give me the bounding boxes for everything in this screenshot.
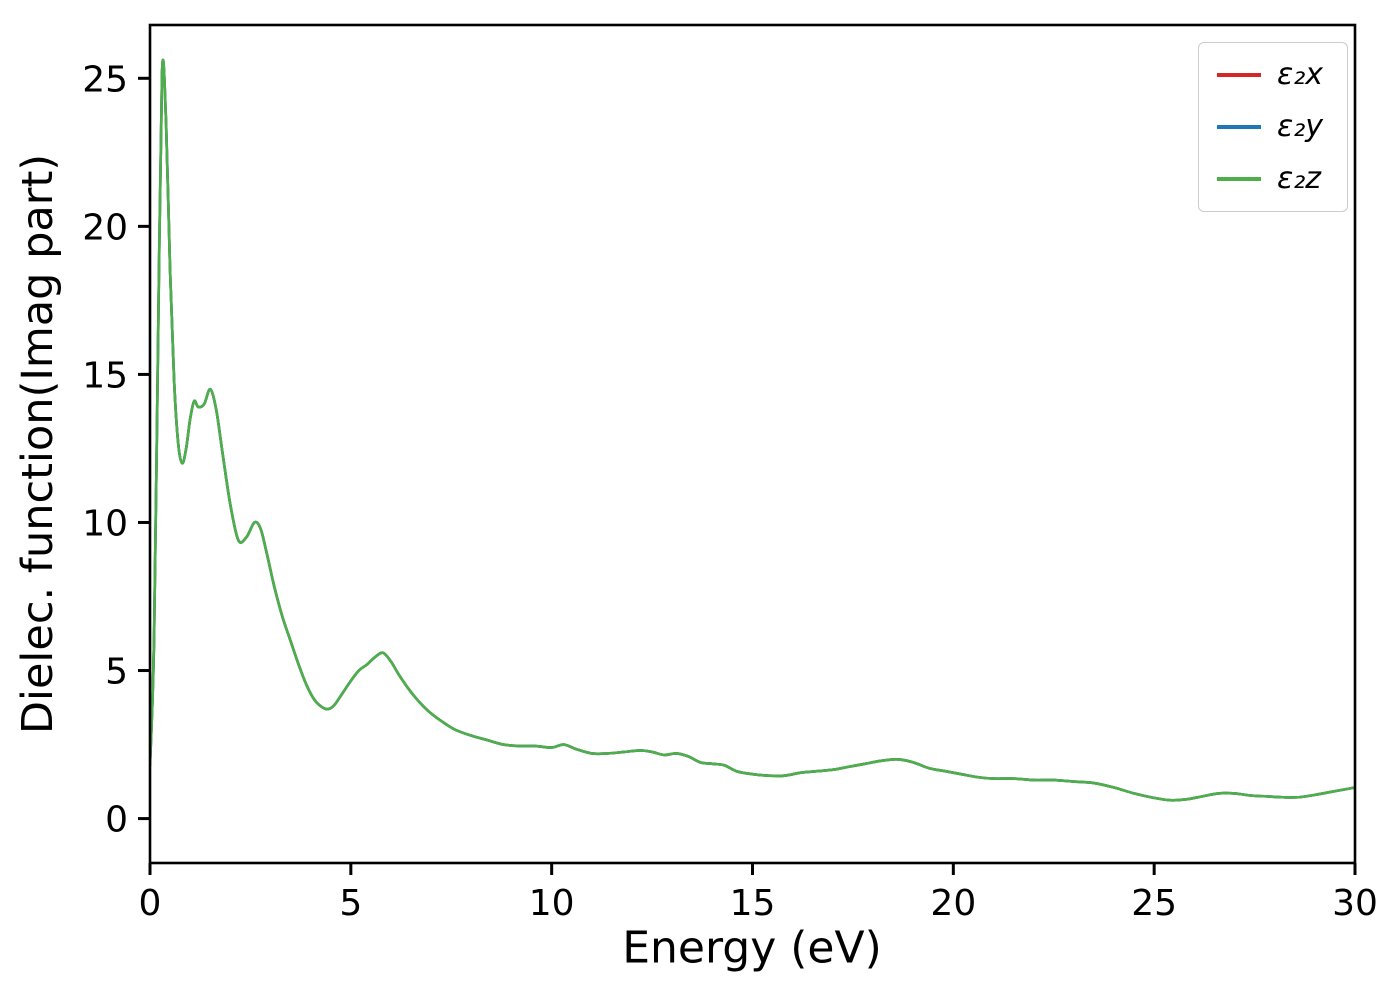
y-tick-label: 5	[105, 652, 128, 693]
legend-entry-e2z: ε₂z	[1217, 161, 1323, 197]
legend: ε₂x ε₂y ε₂z	[1198, 42, 1348, 212]
y-tick-label: 0	[105, 800, 128, 841]
x-tick-label: 15	[730, 883, 776, 924]
x-tick-label: 20	[930, 883, 976, 924]
series-line-0	[150, 58, 1355, 802]
y-tick-label: 25	[82, 59, 128, 100]
series-line-2	[150, 58, 1355, 802]
y-tick-label: 10	[82, 503, 128, 544]
axes-spines	[148, 23, 1357, 865]
x-axis-label: Energy (eV)	[622, 922, 882, 974]
legend-swatch-e2y	[1217, 125, 1261, 129]
y-tick-label: 20	[82, 207, 128, 248]
y-axis-label: Dielec. function(Imag part)	[13, 153, 63, 735]
x-tick-label: 30	[1332, 883, 1378, 924]
x-tick-label: 5	[339, 883, 362, 924]
legend-entry-e2y: ε₂y	[1217, 109, 1323, 145]
legend-swatch-e2z	[1217, 177, 1261, 181]
x-tick-label: 0	[139, 883, 162, 924]
y-tick-label: 15	[82, 355, 128, 396]
legend-entry-e2x: ε₂x	[1217, 57, 1323, 93]
legend-label-e2x: ε₂x	[1277, 57, 1323, 92]
legend-label-e2y: ε₂y	[1277, 109, 1323, 144]
legend-swatch-e2x	[1217, 73, 1261, 77]
legend-label-e2z: ε₂z	[1277, 161, 1321, 196]
x-tick-label: 25	[1131, 883, 1177, 924]
x-tick-label: 10	[529, 883, 575, 924]
series-line-1	[150, 58, 1355, 802]
